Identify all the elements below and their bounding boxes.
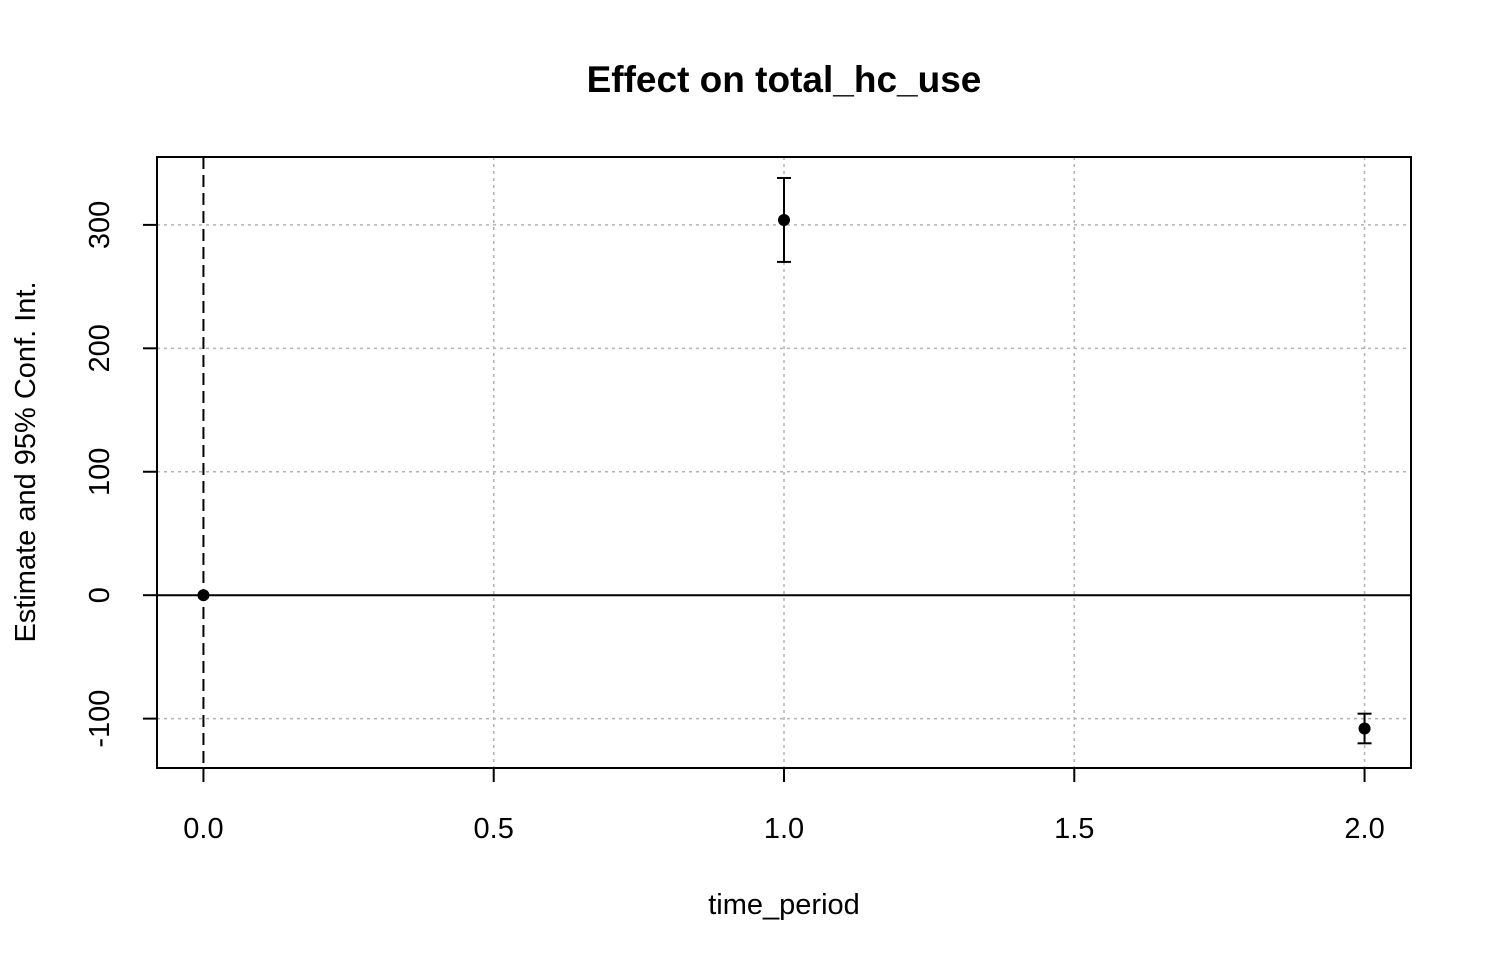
y-tick-label-4: 300 xyxy=(84,201,116,249)
point-2 xyxy=(1358,722,1371,735)
y-tick-label-0: -100 xyxy=(84,690,116,748)
y-tick-label-3: 200 xyxy=(84,324,116,372)
plot-area: 0.0 0.5 1.0 1.5 2.0 -100 0 100 200 300 xyxy=(84,156,1412,845)
x-axis-label: time_period xyxy=(708,889,860,921)
x-tick-label-3: 1.5 xyxy=(1054,813,1094,845)
x-tick-label-0: 0.0 xyxy=(183,813,223,845)
x-tick-label-4: 2.0 xyxy=(1344,813,1384,845)
y-axis-label: Estimate and 95% Conf. Int. xyxy=(10,281,42,642)
chart-title: Effect on total_hc_use xyxy=(587,59,982,100)
point-0 xyxy=(197,589,210,602)
y-tick-label-1: 0 xyxy=(84,587,116,603)
x-tick-label-1: 0.5 xyxy=(474,813,514,845)
x-tick-label-2: 1.0 xyxy=(764,813,804,845)
point-1 xyxy=(778,213,790,226)
y-tick-label-2: 100 xyxy=(84,448,116,496)
